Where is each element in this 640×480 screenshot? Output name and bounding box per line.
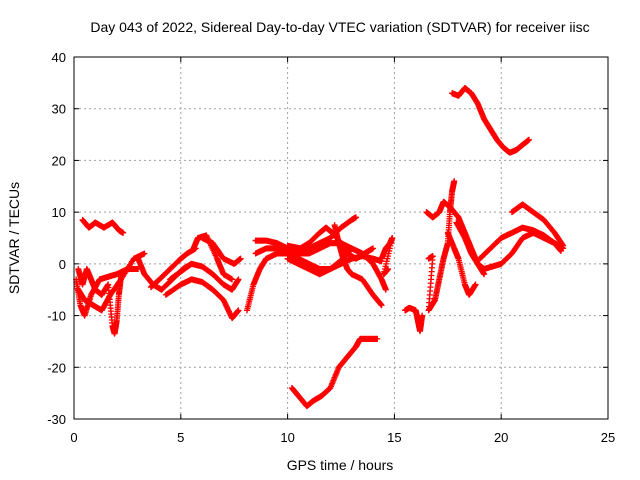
data-point-marker: [120, 229, 127, 236]
data-point-marker: [378, 302, 385, 309]
x-tick-label: 10: [280, 430, 294, 445]
chart-title: Day 043 of 2022, Sidereal Day-to-day VTE…: [90, 19, 589, 35]
x-axis-label: GPS time / hours: [287, 457, 394, 473]
data-point-marker: [237, 255, 244, 262]
plot-frame: [73, 56, 609, 420]
data-point-marker: [235, 307, 242, 314]
data-point-marker: [229, 276, 236, 283]
series-arc-d: [75, 266, 124, 337]
axis-ticks: 0 5 10 15 20 25 -30 -20 -10 0 10 20 30 40: [47, 50, 615, 445]
series-arc-f: [147, 245, 199, 291]
series-arc-r: [378, 235, 396, 278]
series-arc-t: [425, 178, 458, 314]
series-arc-g: [167, 260, 242, 293]
data-point-marker: [451, 178, 458, 185]
data-point-marker: [117, 273, 124, 280]
data-point-marker: [141, 250, 148, 257]
data-point-marker: [472, 281, 479, 288]
y-tick-label: 10: [52, 205, 66, 220]
y-tick-label: 30: [52, 102, 66, 117]
data-point-marker: [560, 242, 567, 249]
data-point-marker: [374, 335, 381, 342]
x-tick-label: 25: [601, 430, 615, 445]
x-tick-label: 15: [387, 430, 401, 445]
y-tick-label: -10: [47, 309, 66, 324]
x-tick-label: 0: [70, 430, 77, 445]
data-point-marker: [384, 266, 391, 273]
series-arc-y: [508, 201, 567, 249]
y-tick-label: 40: [52, 50, 66, 65]
series-arc-h: [162, 276, 242, 322]
data-point-marker: [235, 276, 242, 283]
y-tick-label: 20: [52, 153, 66, 168]
series-arc-s: [402, 304, 426, 335]
y-tick-label: 0: [59, 257, 66, 272]
series-arc-x: [476, 224, 565, 262]
x-tick-label: 20: [494, 430, 508, 445]
y-tick-label: -20: [47, 360, 66, 375]
data-point-marker: [525, 136, 532, 143]
series-arc-j: [199, 235, 244, 267]
y-tick-label: -30: [47, 412, 66, 427]
data-point-marker: [382, 286, 389, 293]
x-tick-label: 5: [177, 430, 184, 445]
data-point-marker: [481, 271, 488, 278]
series-arc-z: [449, 85, 532, 156]
data-point-marker: [558, 247, 565, 254]
data-point-marker: [419, 312, 426, 319]
data-point-marker: [370, 245, 377, 252]
series-arc-v: [444, 229, 479, 298]
series-arc-a: [79, 216, 127, 236]
series-arc-p: [331, 222, 385, 309]
series-arc-n: [284, 253, 385, 278]
data-point-marker: [352, 214, 359, 221]
series-arc-l: [252, 214, 359, 257]
y-axis-label: SDTVAR / TECUs: [6, 182, 22, 294]
series-arc-q: [288, 335, 381, 410]
data-series: [73, 85, 567, 410]
